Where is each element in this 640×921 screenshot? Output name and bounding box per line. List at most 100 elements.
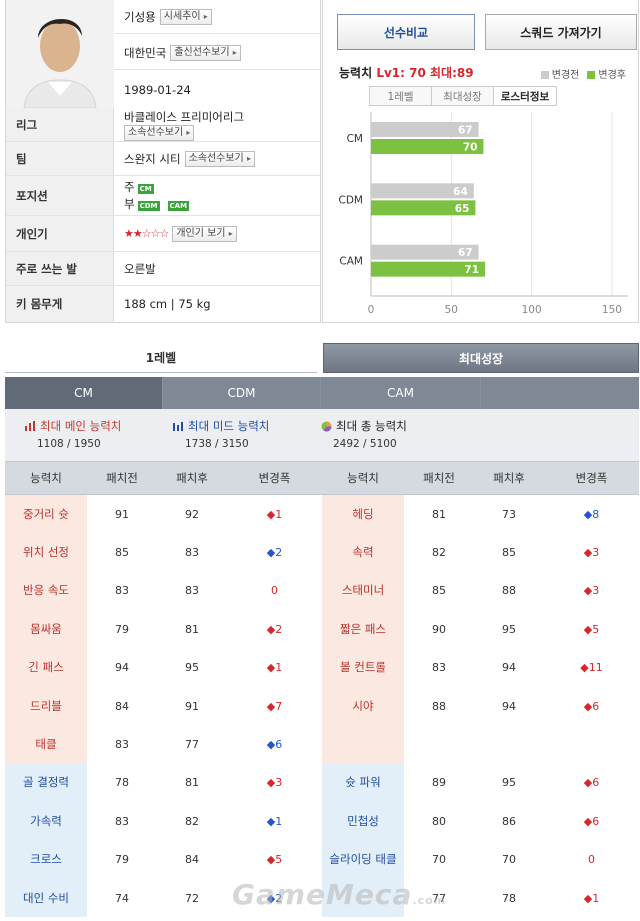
bar: [371, 183, 474, 199]
header-delta: 변경폭: [258, 471, 291, 485]
stat-name: [322, 725, 404, 764]
table-row: 가속력 83 82 ◆1 민첩성 80 86 ◆6: [5, 802, 639, 841]
table-row: 태클 83 77 ◆6: [5, 725, 639, 764]
summary-total-title: 최대 총 능력치: [336, 419, 407, 433]
team-label: 팀: [6, 142, 114, 175]
table-row: 위치 선정 85 83 ◆2 속력 82 85 ◆3: [5, 533, 639, 572]
chevron-right-icon: ▸: [203, 11, 208, 21]
table-row: 골 결정력 78 81 ◆3 슛 파워 89 95 ◆6: [5, 763, 639, 803]
skill-label: 개인기: [6, 216, 114, 251]
player-birth-row: 1989-01-24: [114, 72, 320, 108]
stat-after: 95: [502, 622, 516, 636]
table-row: 드리블 84 91 ◆7 시야 88 94 ◆6: [5, 686, 639, 726]
stat-name: 중거리 슛: [5, 495, 87, 534]
stat-after: 83: [185, 584, 199, 598]
main-position-prefix: 주: [124, 180, 135, 194]
stat-name: 볼 컨트롤: [322, 648, 404, 687]
header-before: 패치전: [106, 471, 138, 485]
stat-name: 스태미너: [322, 571, 404, 611]
tab-level1-bottom[interactable]: 1레벨: [5, 343, 317, 373]
stat-before: 70: [432, 853, 446, 867]
skill-row: 개인기 ★★☆☆☆ 개인기 보기 ▸: [6, 216, 320, 252]
stat-delta: ◆7: [266, 699, 283, 713]
stat-before: 90: [432, 622, 446, 636]
legend-before-swatch: [540, 71, 549, 79]
tab-position-cm[interactable]: CM: [5, 377, 163, 409]
price-trend-button[interactable]: 시세추이 ▸: [159, 8, 212, 25]
stat-before: 77: [432, 891, 446, 905]
chevron-right-icon: ▸: [246, 153, 251, 163]
ability-max: 최대:89: [430, 66, 474, 80]
watermark: GameMeca.com: [232, 878, 446, 911]
stat-delta: ◆1: [266, 507, 283, 521]
ability-chart-panel: 선수비교 스쿼드 가져가기 능력치 Lv1: 70 최대:89 변경전 변경후 …: [322, 0, 639, 323]
summary-main: 최대 메인 능력치 1108 / 1950: [25, 418, 121, 450]
stat-delta: ◆5: [583, 622, 600, 636]
player-nation-row: 대한민국 출신선수보기 ▸: [114, 36, 320, 70]
team-players-button[interactable]: 소속선수보기 ▸: [184, 150, 255, 167]
stat-delta: ◆6: [583, 776, 600, 790]
league-row: 리그 바클레이스 프리미어리그 소속선수보기 ▸: [6, 108, 320, 142]
stat-delta: ◆11: [580, 661, 603, 675]
stat-delta: ◆6: [583, 814, 600, 828]
stat-delta: ◆2: [266, 891, 283, 905]
stat-name: 골 결정력: [5, 763, 87, 803]
main-position-badge: CM: [137, 184, 154, 194]
bar-chart-icon: [25, 421, 35, 431]
player-photo-icon: [6, 0, 114, 109]
stat-name: 긴 패스: [5, 648, 87, 687]
tab-max-growth-bottom[interactable]: 최대성장: [323, 343, 639, 373]
league-value: 바클레이스 프리미어리그: [124, 110, 245, 124]
position-tabs: CM CDM CAM: [5, 377, 639, 409]
foot-value: 오른발: [124, 261, 156, 276]
nation-players-button[interactable]: 출신선수보기 ▸: [170, 44, 241, 61]
stat-before: 78: [115, 776, 129, 790]
stat-delta: ◆5: [266, 853, 283, 867]
tab-position-cdm[interactable]: CDM: [163, 377, 321, 409]
foot-row: 주로 쓰는 발 오른발: [6, 252, 320, 286]
bar-value-label: 67: [458, 247, 473, 259]
foot-label: 주로 쓰는 발: [6, 252, 114, 285]
table-row: 크로스 79 84 ◆5 슬라이딩 태클 70 70 0: [5, 840, 639, 879]
player-nation: 대한민국: [124, 45, 167, 60]
stat-before: 83: [115, 738, 129, 752]
tab-level1[interactable]: 1레벨: [369, 86, 431, 106]
x-tick-label: 100: [522, 304, 542, 316]
stats-table-header: 능력치 패치전 패치후 변경폭 능력치 패치전 패치후 변경폭: [5, 461, 639, 495]
bar: [371, 122, 479, 137]
summary-main-value: 1108 / 1950: [37, 438, 101, 450]
x-tick-label: 150: [602, 304, 622, 316]
tab-position-cam[interactable]: CAM: [321, 377, 481, 409]
bar: [371, 139, 484, 154]
stat-after: 70: [502, 853, 516, 867]
legend-before: 변경전: [540, 66, 579, 81]
stat-name: 헤딩: [322, 495, 404, 534]
bar-value-label: 65: [455, 203, 470, 215]
player-name: 기성용: [124, 9, 156, 24]
stat-after: 91: [185, 699, 199, 713]
stat-after: 94: [502, 661, 516, 675]
bar-value-label: 67: [458, 125, 473, 137]
league-players-button[interactable]: 소속선수보기 ▸: [124, 125, 195, 141]
stat-after: 95: [185, 661, 199, 675]
stat-after: 78: [502, 891, 516, 905]
squad-button[interactable]: 스쿼드 가져가기: [485, 14, 637, 50]
tab-max-growth[interactable]: 최대성장: [431, 86, 493, 106]
stat-name: 몸싸움: [5, 610, 87, 649]
skill-view-label: 개인기 보기: [176, 227, 226, 239]
stat-name: 가속력: [5, 802, 87, 841]
header-stat: 능력치: [347, 471, 379, 485]
legend-after-swatch: [587, 71, 596, 79]
tab-roster-info[interactable]: 로스터정보: [493, 86, 557, 106]
stat-before: 89: [432, 776, 446, 790]
stat-before: 91: [115, 507, 129, 521]
y-category-label: CDM: [339, 194, 363, 206]
summary-total: 최대 총 능력치 2492 / 5100: [321, 418, 407, 450]
sub-position-badge: CAM: [167, 201, 190, 211]
player-birthdate: 1989-01-24: [124, 83, 191, 97]
stat-before: 81: [432, 507, 446, 521]
skill-view-button[interactable]: 개인기 보기 ▸: [172, 225, 237, 242]
stat-delta: ◆1: [266, 814, 283, 828]
legend-after: 변경후: [587, 66, 626, 81]
compare-button[interactable]: 선수비교: [337, 14, 475, 50]
